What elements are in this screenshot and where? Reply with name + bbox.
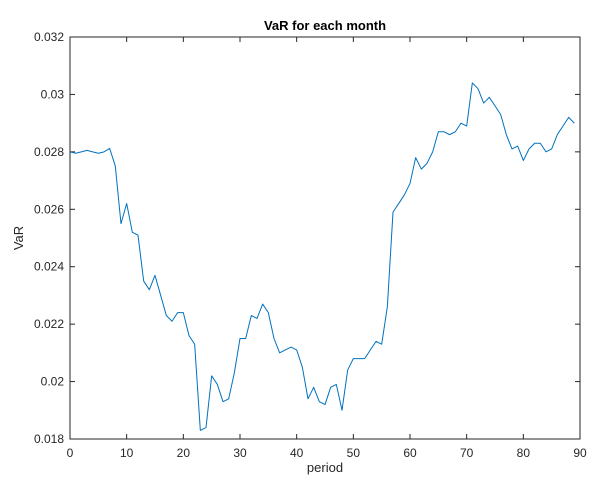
y-axis-ticks: 0.018 0.02 0.022 0.024 0.026 0.028 0.03 0.032	[34, 30, 580, 446]
y-tick-label: 0.022	[34, 317, 64, 331]
x-axis-ticks: 0 10 20 30 40 50 60 70 80 90	[67, 37, 587, 460]
x-tick-label: 50	[347, 446, 361, 460]
x-tick-label: 80	[517, 446, 531, 460]
y-tick-label: 0.026	[34, 202, 64, 216]
x-tick-label: 40	[290, 446, 304, 460]
series-line-var	[69, 82, 575, 431]
plot-area	[70, 37, 580, 439]
y-axis-label: VaR	[11, 226, 26, 250]
x-tick-label: 60	[403, 446, 417, 460]
y-tick-label: 0.032	[34, 30, 64, 44]
plot-box	[69, 36, 581, 440]
x-tick-label: 10	[120, 446, 134, 460]
y-tick-label: 0.024	[34, 260, 64, 274]
y-tick-label: 0.018	[34, 432, 64, 446]
chart-title: VaR for each month	[264, 18, 386, 33]
y-tick-label: 0.028	[34, 145, 64, 159]
x-tick-label: 30	[233, 446, 247, 460]
x-tick-label: 70	[460, 446, 474, 460]
x-tick-label: 90	[573, 446, 587, 460]
x-tick-label: 0	[67, 446, 74, 460]
y-tick-label: 0.02	[41, 375, 65, 389]
y-tick-label: 0.03	[41, 87, 65, 101]
x-axis-label: period	[307, 460, 343, 475]
x-tick-label: 20	[177, 446, 191, 460]
